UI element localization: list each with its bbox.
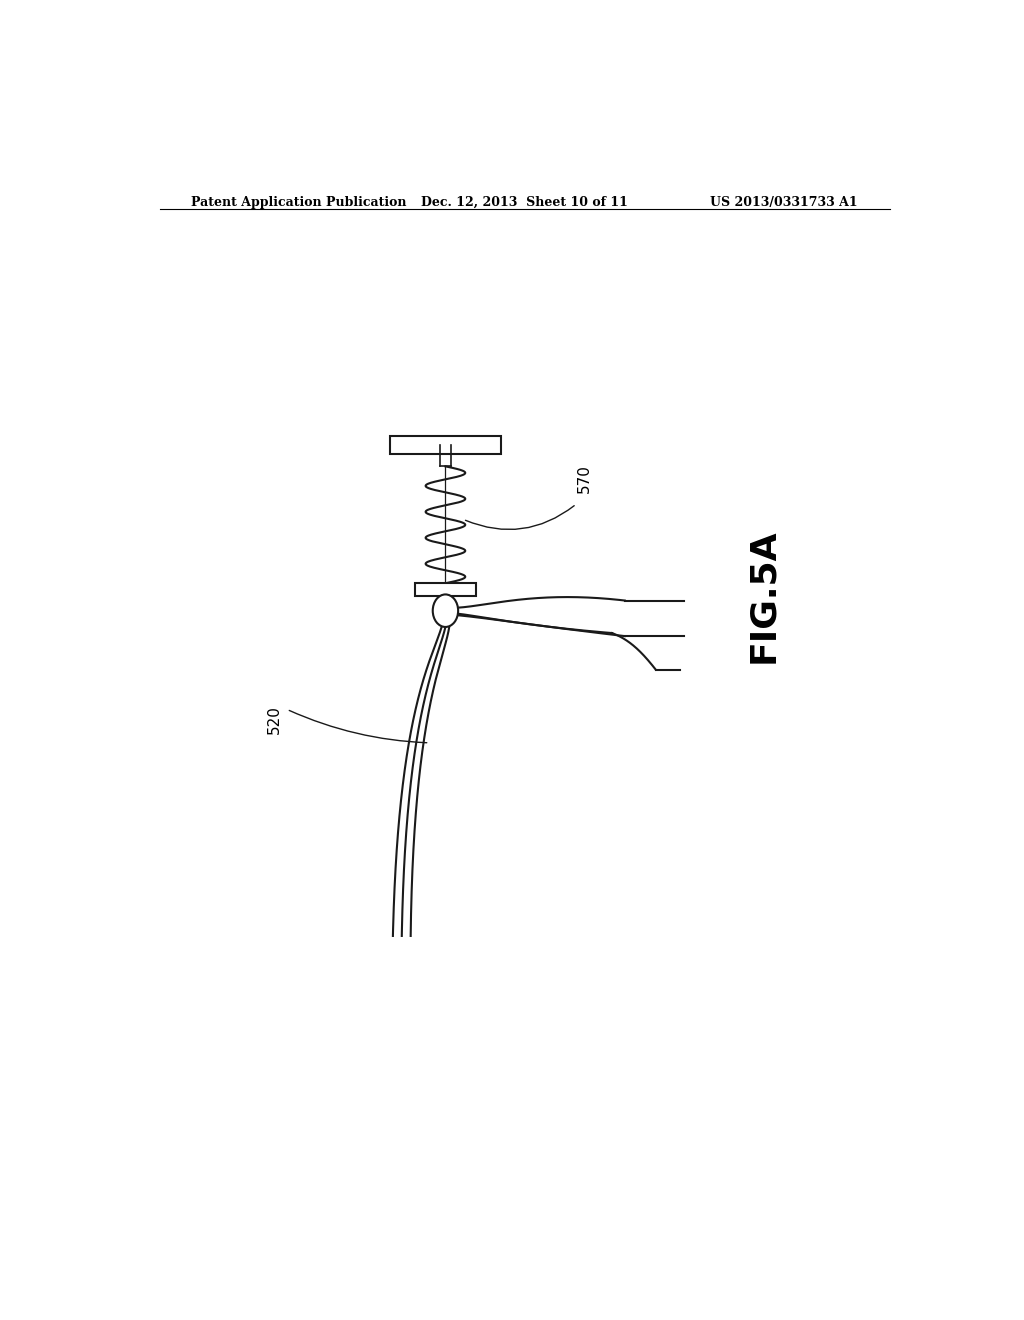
- Text: US 2013/0331733 A1: US 2013/0331733 A1: [711, 195, 858, 209]
- Text: Dec. 12, 2013  Sheet 10 of 11: Dec. 12, 2013 Sheet 10 of 11: [421, 195, 629, 209]
- FancyArrowPatch shape: [289, 710, 427, 743]
- FancyArrowPatch shape: [466, 506, 574, 529]
- Circle shape: [433, 594, 458, 627]
- Text: 520: 520: [267, 705, 282, 734]
- Text: Patent Application Publication: Patent Application Publication: [191, 195, 407, 209]
- Text: FIG.5A: FIG.5A: [745, 528, 780, 663]
- FancyBboxPatch shape: [416, 583, 475, 597]
- Text: 570: 570: [577, 465, 592, 492]
- FancyBboxPatch shape: [390, 436, 501, 454]
